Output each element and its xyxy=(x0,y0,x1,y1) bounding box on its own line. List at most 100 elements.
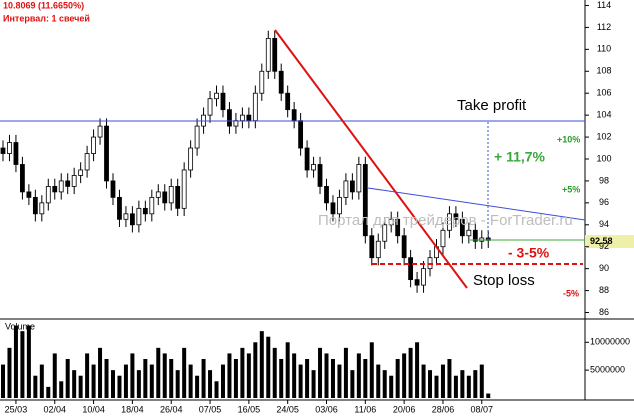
candle-body xyxy=(136,207,142,226)
volume-bar xyxy=(447,359,452,398)
volume-bar xyxy=(473,370,478,398)
candle-body xyxy=(155,191,161,198)
volume-bar xyxy=(233,359,238,398)
candle-body xyxy=(32,196,38,215)
last-price-label: 92.58 xyxy=(590,236,613,246)
volume-bar xyxy=(136,370,141,398)
volume-bar xyxy=(143,359,148,398)
y-tick-label: 98 xyxy=(599,175,609,185)
candle-body xyxy=(78,169,84,176)
watermark: Портал для трейдеров - ForTrader.ru xyxy=(318,212,573,229)
x-tick-label: 25/03 xyxy=(5,404,28,414)
volume-bar xyxy=(376,364,381,398)
x-tick-label: 24/05 xyxy=(276,404,299,414)
volume-bar xyxy=(220,364,225,398)
candle-body xyxy=(453,213,459,220)
x-tick-label: 26/04 xyxy=(160,404,183,414)
candle-body xyxy=(207,98,213,116)
candle-body xyxy=(7,142,12,154)
y-tick-label: 104 xyxy=(596,110,611,120)
candle-body xyxy=(58,180,64,193)
y-tick-label: 96 xyxy=(599,197,609,207)
volume-bar xyxy=(395,359,400,398)
y-tick-label: 90 xyxy=(599,263,609,273)
volume-bar xyxy=(195,375,200,398)
candle-body xyxy=(45,186,51,204)
candle-body xyxy=(168,186,174,204)
candle-body xyxy=(246,114,252,122)
volume-bar xyxy=(162,353,167,398)
candle-body xyxy=(123,213,129,220)
volume-bar xyxy=(182,347,187,398)
candle-body xyxy=(362,164,368,237)
candle-body xyxy=(278,70,284,94)
volume-bar xyxy=(20,331,25,398)
candle-body xyxy=(117,196,122,220)
y-tick-label: 110 xyxy=(597,44,611,54)
volume-bar xyxy=(479,364,484,398)
y-tick-label: 112 xyxy=(597,22,611,32)
volume-bar xyxy=(350,370,355,398)
candle-body xyxy=(91,136,96,154)
candle-body xyxy=(382,224,388,242)
candle-body xyxy=(401,235,407,259)
volume-bar xyxy=(98,347,103,398)
volume-bar xyxy=(363,359,368,398)
plus5-label: +5% xyxy=(562,184,580,194)
header-value: 10.8069 (11.6650%) xyxy=(3,0,84,10)
y-tick-label: 88 xyxy=(599,285,609,295)
volume-bar xyxy=(110,370,115,398)
volume-bar xyxy=(240,347,245,398)
volume-bar xyxy=(305,359,310,398)
candle-body xyxy=(142,207,148,215)
volume-bar xyxy=(337,364,342,398)
candle-body xyxy=(324,186,329,204)
candle-body xyxy=(349,180,355,193)
candle-body xyxy=(330,202,336,215)
x-tick-label: 20/06 xyxy=(393,404,416,414)
volume-bar xyxy=(408,347,413,398)
candle-body xyxy=(298,120,304,149)
candle-body xyxy=(13,142,19,165)
volume-bar xyxy=(91,364,96,398)
candle-body xyxy=(39,202,45,215)
candle-body xyxy=(239,114,245,122)
minus5-label: -5% xyxy=(563,288,579,298)
volume-bar xyxy=(188,364,193,398)
volume-tick-label: 5000000 xyxy=(590,365,625,375)
volume-tick-label: 10000000 xyxy=(590,337,630,347)
candle-body xyxy=(259,70,265,94)
candle-body xyxy=(447,213,452,231)
candle-body xyxy=(84,153,90,171)
interval-label: Интервал: 1 свечей xyxy=(3,13,90,23)
x-tick-label: 08/07 xyxy=(471,404,494,414)
candle-body xyxy=(265,37,271,72)
candle-body xyxy=(252,92,258,122)
candle-body xyxy=(52,186,58,193)
x-tick-label: 11/06 xyxy=(354,404,376,414)
candle-body xyxy=(175,186,181,209)
candle-body xyxy=(188,147,194,171)
volume-bar xyxy=(123,364,128,398)
volume-bar xyxy=(1,364,5,398)
volume-bar xyxy=(227,353,232,398)
candle-body xyxy=(110,180,116,198)
candle-body xyxy=(459,218,465,237)
y-tick-label: 102 xyxy=(596,131,611,141)
volume-bar xyxy=(149,364,154,398)
volume-bar xyxy=(156,347,161,398)
y-tick-label: 100 xyxy=(596,153,611,163)
candle-body xyxy=(26,191,32,198)
volume-bar xyxy=(7,347,12,398)
volume-bar xyxy=(382,370,387,398)
y-tick-label: 86 xyxy=(599,307,609,317)
volume-bar xyxy=(330,359,335,398)
candle-body xyxy=(65,180,71,187)
stop-loss-label: Stop loss xyxy=(473,272,535,289)
volume-bar xyxy=(311,370,316,398)
volume-bar xyxy=(389,375,394,398)
candle-body xyxy=(149,196,155,215)
x-tick-label: 07/05 xyxy=(199,404,222,414)
volume-bar xyxy=(356,353,361,398)
